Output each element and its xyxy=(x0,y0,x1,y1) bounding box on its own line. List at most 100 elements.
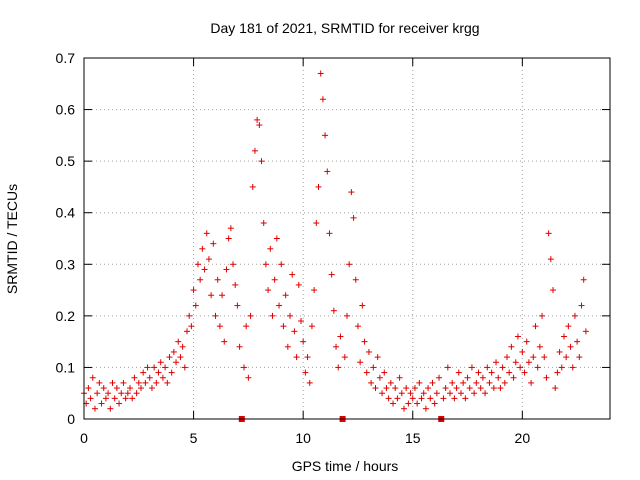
data-point xyxy=(558,364,565,371)
data-point xyxy=(420,390,427,397)
data-point xyxy=(306,379,313,386)
data-point xyxy=(335,364,342,371)
data-point xyxy=(462,395,469,402)
data-point xyxy=(118,390,125,397)
data-point xyxy=(554,369,561,376)
data-point xyxy=(563,354,570,361)
data-point xyxy=(451,395,458,402)
data-point xyxy=(344,312,350,319)
data-point xyxy=(127,385,134,392)
data-point xyxy=(311,287,318,294)
x-tick-label: 0 xyxy=(80,430,88,446)
data-point xyxy=(89,374,96,381)
data-point xyxy=(490,385,497,392)
data-point xyxy=(411,385,418,392)
data-point xyxy=(324,168,331,175)
data-point xyxy=(300,338,307,345)
data-point xyxy=(398,390,405,397)
data-point xyxy=(146,374,153,381)
data-point xyxy=(390,400,397,407)
data-point xyxy=(525,359,532,366)
data-point xyxy=(328,271,335,278)
data-point xyxy=(265,287,272,294)
data-point xyxy=(506,369,513,376)
data-point xyxy=(468,364,475,371)
data-point xyxy=(521,369,528,376)
data-point xyxy=(431,400,438,407)
data-point xyxy=(181,364,188,371)
data-point xyxy=(396,374,403,381)
data-point xyxy=(271,276,278,283)
data-point xyxy=(486,379,493,386)
data-point xyxy=(495,374,502,381)
data-point xyxy=(133,390,140,397)
data-point xyxy=(203,230,210,237)
chart-title: Day 181 of 2021, SRMTID for receiver krg… xyxy=(210,20,479,36)
x-tick-label: 20 xyxy=(515,430,531,446)
data-point xyxy=(447,390,454,397)
data-point xyxy=(291,328,298,335)
data-point xyxy=(284,343,291,350)
data-point xyxy=(541,354,548,361)
data-point xyxy=(532,323,539,330)
data-point xyxy=(297,318,304,325)
data-point xyxy=(479,374,486,381)
data-point xyxy=(326,230,333,237)
data-point xyxy=(282,292,289,299)
data-point xyxy=(190,287,197,294)
axis-ticks: 0 0.1 0.2 0.3 0.4 0.5 0.6 0.7 0 5 10 15 20 xyxy=(56,50,610,446)
plot-frame xyxy=(83,57,611,420)
data-point xyxy=(319,96,326,103)
x-tick-label: 15 xyxy=(405,430,421,446)
data-point xyxy=(192,302,199,309)
data-point xyxy=(122,395,129,402)
data-point xyxy=(166,354,173,361)
data-point xyxy=(179,343,186,350)
data-point xyxy=(113,385,120,392)
data-point xyxy=(499,364,506,371)
data-point xyxy=(276,302,283,309)
data-point xyxy=(341,354,348,361)
data-point xyxy=(287,312,294,319)
data-point xyxy=(473,379,480,386)
data-point xyxy=(273,235,280,242)
data-point xyxy=(493,359,500,366)
data-point xyxy=(582,328,589,335)
data-point xyxy=(254,116,261,123)
data-point xyxy=(175,338,182,345)
data-point xyxy=(140,369,147,376)
data-point xyxy=(280,323,287,330)
data-point xyxy=(313,220,320,227)
data-point xyxy=(322,132,329,139)
data-point xyxy=(153,379,160,386)
data-point xyxy=(379,390,386,397)
data-point xyxy=(512,359,519,366)
x-tick-label: 10 xyxy=(295,430,311,446)
data-point xyxy=(317,70,324,77)
data-point xyxy=(534,364,541,371)
data-point xyxy=(519,348,526,355)
data-point xyxy=(403,385,410,392)
data-point xyxy=(170,348,177,355)
y-axis-label: SRMTID / TECUs xyxy=(4,184,20,294)
data-point xyxy=(308,323,315,330)
data-point xyxy=(460,379,467,386)
data-point xyxy=(361,338,368,345)
data-point xyxy=(565,323,572,330)
data-point xyxy=(422,405,429,412)
data-point xyxy=(243,323,250,330)
data-point xyxy=(453,385,460,392)
data-point xyxy=(482,390,489,397)
data-point xyxy=(159,374,166,381)
data-point xyxy=(368,379,375,386)
data-point xyxy=(365,348,372,355)
data-point xyxy=(433,390,440,397)
data-point xyxy=(142,379,149,386)
data-point xyxy=(234,302,241,309)
data-point xyxy=(91,405,98,412)
data-point xyxy=(210,240,217,247)
data-point xyxy=(105,390,112,397)
data-point xyxy=(510,374,517,381)
data-point xyxy=(545,230,552,237)
